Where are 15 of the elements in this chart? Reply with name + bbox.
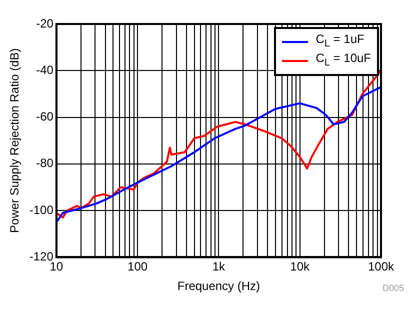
y-tick-label: -60 bbox=[36, 110, 54, 124]
x-tick-label: 100 bbox=[128, 260, 148, 274]
legend-label: C$_{L}$ = 1uF bbox=[316, 32, 364, 52]
y-tick-label: -80 bbox=[36, 156, 54, 170]
y-tick-label: -20 bbox=[36, 16, 54, 30]
x-tick-label: 10k bbox=[290, 260, 311, 274]
x-tick-label: 1k bbox=[212, 260, 226, 274]
y-axis-title: Power Supply Rejection Ratio (dB) bbox=[8, 48, 22, 233]
x-axis-title: Frequency (Hz) bbox=[177, 279, 260, 294]
x-tick-label: 100k bbox=[368, 260, 396, 274]
legend-label: C$_{L}$ = 10uF bbox=[316, 51, 371, 71]
y-tick-label: -100 bbox=[29, 202, 54, 217]
text: D005 bbox=[382, 283, 404, 293]
y-tick-label: -40 bbox=[36, 62, 54, 77]
x-tick-label: 10 bbox=[50, 260, 64, 274]
